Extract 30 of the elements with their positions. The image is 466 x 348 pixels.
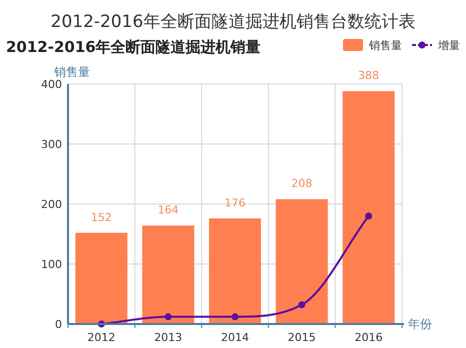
chart-title: 2012-2016年全断面隧道掘进机销售台数统计表 xyxy=(50,12,416,32)
legend-label: 增量 xyxy=(437,39,460,52)
y-tick-label: 400 xyxy=(41,78,62,91)
y-axis-title: 销售量 xyxy=(53,65,90,79)
point xyxy=(365,212,372,220)
x-tick-label: 2013 xyxy=(154,331,182,344)
data-label: 388 xyxy=(358,69,380,82)
x-tick-label: 2015 xyxy=(288,331,316,344)
data-label: 152 xyxy=(90,210,112,224)
point xyxy=(232,313,238,320)
bar xyxy=(342,91,395,324)
bar xyxy=(75,232,128,324)
x-tick-label: 2014 xyxy=(221,331,249,344)
bar xyxy=(209,218,261,324)
data-label: 164 xyxy=(158,204,179,217)
chart-subtitle: 2012-2016年全断面隧道掘进机销量 xyxy=(6,38,261,56)
bar xyxy=(142,226,194,324)
legend-label: 销售量 xyxy=(368,39,402,52)
y-tick-label: 300 xyxy=(41,138,62,151)
point xyxy=(164,313,172,320)
x-tick-label: 2016 xyxy=(354,331,383,344)
x-axis-title: 年份 xyxy=(408,317,432,331)
y-tick-label: 100 xyxy=(41,258,62,271)
data-label: 176 xyxy=(224,196,246,210)
bar xyxy=(276,199,328,324)
y-tick-label: 0 xyxy=(55,318,62,331)
x-tick-label: 2012 xyxy=(87,331,116,344)
y-tick-label: 200 xyxy=(41,198,62,211)
point xyxy=(298,301,306,308)
data-label: 208 xyxy=(291,177,312,190)
